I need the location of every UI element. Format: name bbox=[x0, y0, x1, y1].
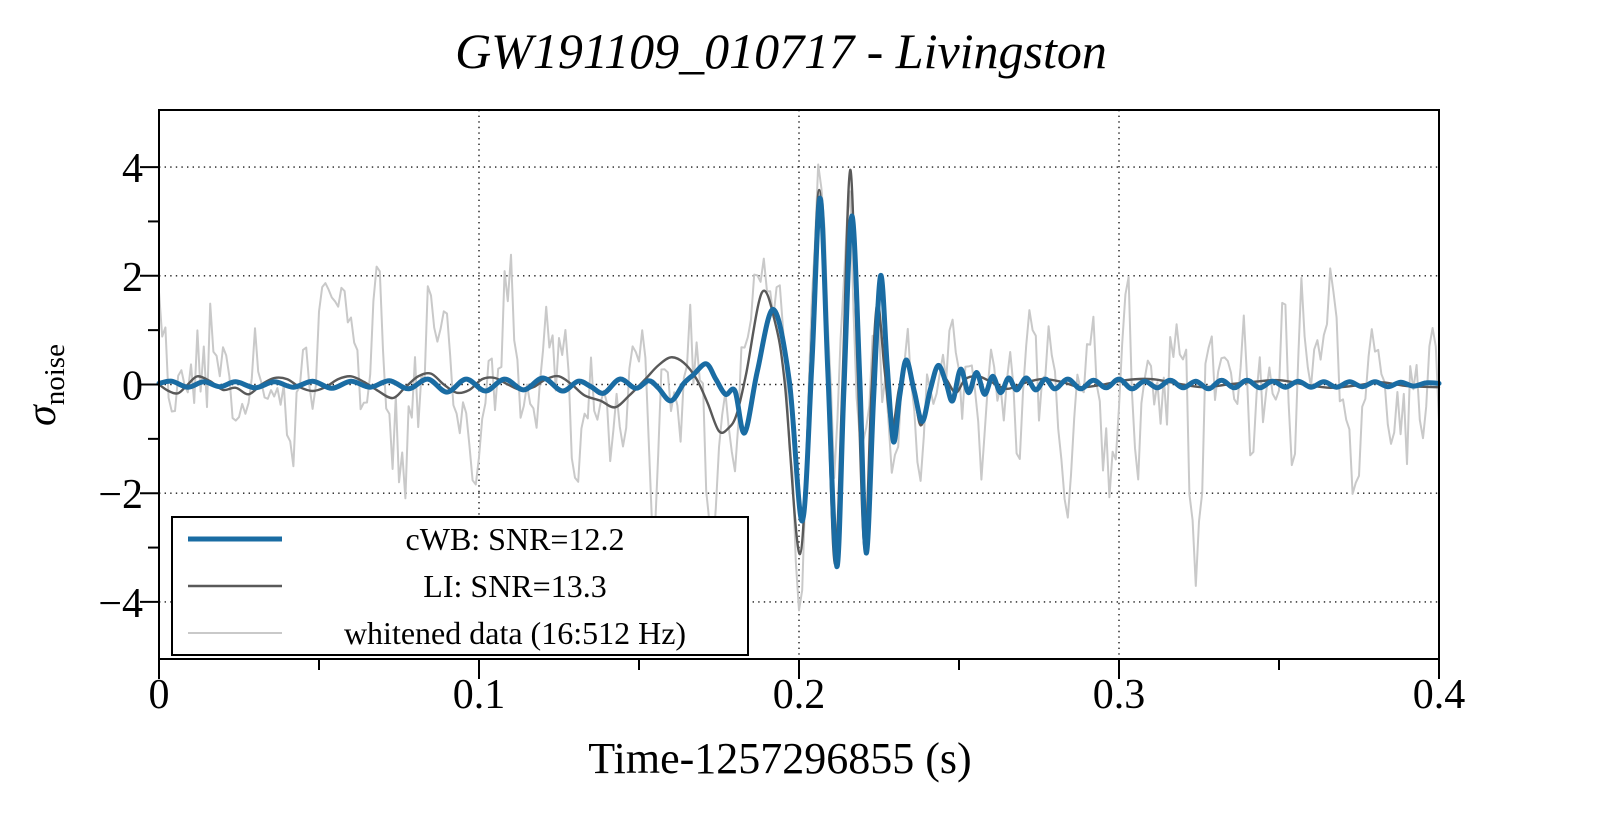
x-tick-label: 0 bbox=[149, 672, 170, 718]
y-tick-label: 4 bbox=[122, 146, 143, 192]
tick-layer bbox=[140, 166, 1440, 679]
y-axis-label-symbol: σ bbox=[19, 403, 65, 426]
y-axis-label-subscript: noise bbox=[39, 344, 71, 405]
series-layer bbox=[156, 163, 1442, 612]
y-tick-label: 0 bbox=[122, 364, 143, 410]
legend-layer: cWB: SNR=12.2 LI: SNR=13.3 whitened data (… bbox=[171, 516, 749, 656]
legend-entry-label-whitened: whitened data (16:512 Hz) bbox=[344, 615, 686, 651]
tick-label-layer: 420−2−40 0.1 0.2 0.3 0.4 bbox=[98, 146, 1465, 718]
y-tick-label: 2 bbox=[122, 255, 143, 301]
x-axis-label: Time-1257296855 (s) bbox=[588, 734, 971, 783]
legend-entry-label-cwb: cWB: SNR=12.2 bbox=[406, 521, 625, 557]
legend-entry-label-li: LI: SNR=13.3 bbox=[423, 568, 606, 604]
chart-title: GW191109_010717 - Livingston bbox=[455, 23, 1107, 79]
x-tick-label: 0.2 bbox=[773, 672, 826, 718]
y-tick-label: −4 bbox=[98, 581, 143, 627]
series-whitened bbox=[158, 163, 1440, 612]
series-cwb bbox=[156, 195, 1442, 570]
y-tick-label: −2 bbox=[98, 472, 143, 518]
x-tick-label: 0.1 bbox=[453, 672, 506, 718]
x-tick-label: 0.3 bbox=[1093, 672, 1146, 718]
y-axis-label: σnoise bbox=[19, 344, 71, 426]
x-tick-label: 0.4 bbox=[1413, 672, 1466, 718]
